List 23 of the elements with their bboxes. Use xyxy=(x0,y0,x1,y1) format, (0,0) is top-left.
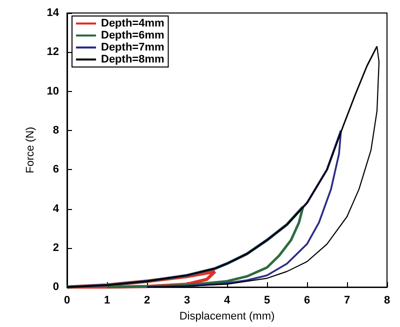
x-tick-label: 1 xyxy=(104,294,110,307)
x-tick-label: 5 xyxy=(264,294,270,307)
y-tick-label: 6 xyxy=(52,164,59,176)
legend-label: Depth=4mm xyxy=(101,18,164,30)
x-tick-label: 2 xyxy=(144,294,150,307)
y-tick-label: 4 xyxy=(52,202,60,215)
y-tick-label: 12 xyxy=(46,46,59,58)
x-tick-label: 3 xyxy=(184,294,190,307)
y-tick-label: 2 xyxy=(52,242,59,254)
x-axis-title: Displacement (mm) xyxy=(179,310,275,322)
x-tick-label: 8 xyxy=(384,294,390,307)
x-tick-label: 0 xyxy=(64,294,70,307)
y-axis-title: Force (N) xyxy=(24,126,36,174)
y-tick-label: 0 xyxy=(52,281,59,294)
y-tick-label: 14 xyxy=(46,7,60,19)
x-tick-label: 7 xyxy=(344,294,350,307)
legend-label: Depth=7mm xyxy=(101,42,164,54)
x-tick-label: 4 xyxy=(224,294,231,307)
x-tick-label: 6 xyxy=(304,294,310,307)
y-tick-label: 10 xyxy=(46,85,59,98)
y-tick-label: 8 xyxy=(52,124,59,136)
legend-label: Depth=8mm xyxy=(101,54,164,66)
legend-label: Depth=6mm xyxy=(101,30,164,42)
